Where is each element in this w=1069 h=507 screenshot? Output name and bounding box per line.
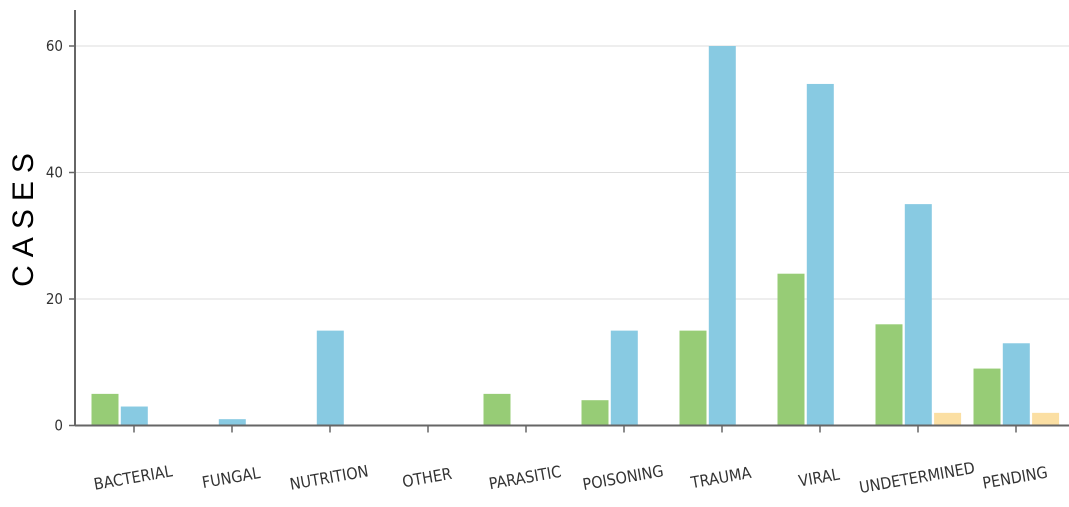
bar-bacterial-series-1	[91, 393, 119, 426]
y-tick-label: 60	[46, 37, 63, 55]
bar-bacterial-series-2	[120, 406, 148, 426]
y-tick-labels: 0 20 40 60	[46, 37, 63, 435]
y-tick-label: 0	[54, 417, 63, 435]
bar-parasitic-series-1	[483, 393, 511, 426]
gridlines	[75, 45, 1069, 300]
bar-undetermined-series-2	[904, 204, 932, 426]
bar-poisoning-series-2	[610, 330, 638, 426]
bar-pending-series-1	[973, 368, 1001, 426]
bar-nutrition-series-2	[316, 330, 344, 426]
x-tick-label: PENDING	[981, 463, 1049, 493]
y-tick-label: 20	[46, 290, 63, 308]
bar-poisoning-series-1	[581, 400, 609, 426]
bar-trauma-series-1	[679, 330, 707, 426]
axes	[69, 10, 1069, 433]
x-tick-label: FUNGAL	[201, 463, 262, 492]
bar-pending-series-2	[1002, 343, 1030, 426]
bar-viral-series-1	[777, 273, 805, 426]
bar-pending-series-3	[1032, 412, 1060, 426]
bar-fungal-series-2	[218, 419, 246, 426]
x-tick-label: NUTRITION	[288, 461, 370, 494]
x-tick-label: UNDETERMINED	[858, 458, 977, 497]
x-tick-label: PARASITIC	[487, 462, 562, 493]
x-tick-label: OTHER	[401, 464, 454, 491]
x-tick-label: BACTERIAL	[92, 461, 174, 494]
y-tick-label: 40	[46, 164, 63, 182]
x-tick-label: TRAUMA	[688, 463, 752, 492]
bar-trauma-series-2	[708, 46, 736, 426]
bar-undetermined-series-1	[875, 324, 903, 426]
x-tick-label: VIRAL	[797, 465, 841, 491]
y-axis-title: CASES	[7, 145, 40, 287]
bar-viral-series-2	[806, 83, 834, 426]
x-tick-label: POISONING	[581, 461, 665, 494]
bars	[91, 46, 1060, 426]
x-tick-labels: BACTERIAL FUNGAL NUTRITION OTHER PARASITIC PO…	[92, 458, 1049, 497]
bar-undetermined-series-3	[934, 412, 962, 426]
